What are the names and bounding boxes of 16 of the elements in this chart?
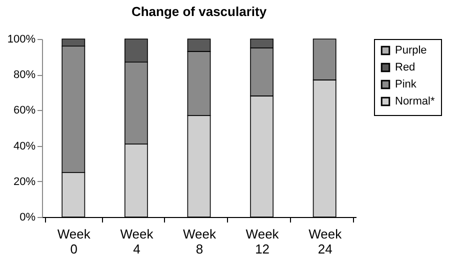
chart-title: Change of vascularity — [131, 4, 268, 19]
x-tick-label: Week 12 — [246, 226, 280, 256]
legend-label: Normal* — [395, 96, 436, 108]
x-tick-label: Week 0 — [57, 226, 91, 256]
y-tick-label: 100% — [7, 34, 36, 46]
y-tick-label: 80% — [13, 69, 36, 82]
y-tick-label: 60% — [13, 104, 36, 117]
legend-label: Purple — [395, 44, 427, 56]
x-tick-label: Week 8 — [183, 226, 216, 256]
x-tick-label: Week 24 — [308, 226, 342, 256]
y-tick-label: 40% — [13, 140, 36, 152]
legend-label: Pink — [395, 78, 417, 90]
x-tick-label: Week 4 — [120, 226, 154, 256]
legend-label: Red — [395, 62, 416, 74]
y-tick-label: 20% — [13, 176, 36, 188]
y-tick-label: 0% — [20, 212, 36, 224]
